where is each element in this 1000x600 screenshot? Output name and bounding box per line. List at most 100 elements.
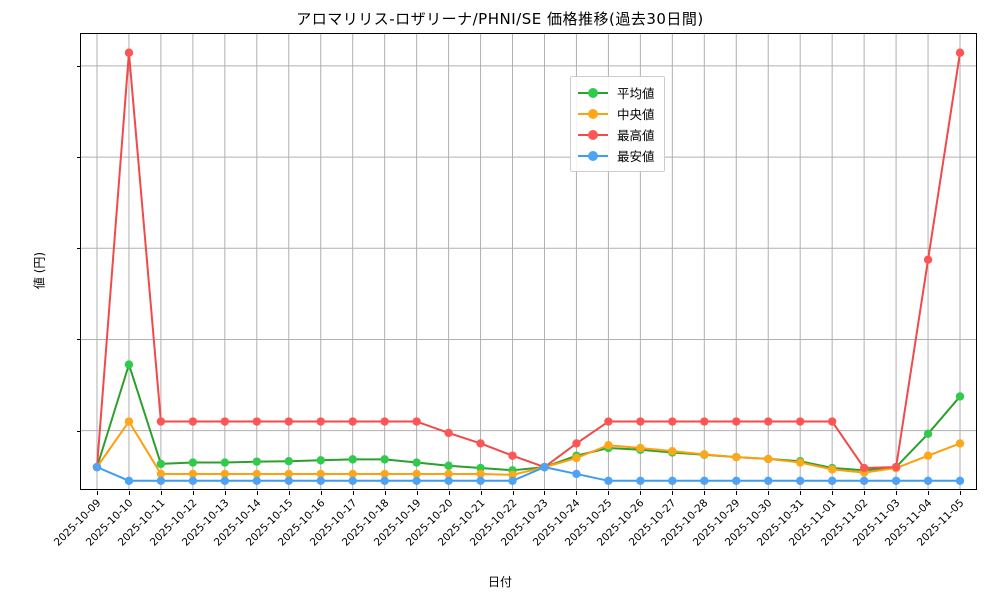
x-tick-mark <box>192 491 194 495</box>
legend-item[interactable]: 最安値 <box>578 145 655 166</box>
series-marker <box>827 476 837 485</box>
series-marker <box>604 476 613 485</box>
x-axis-label: 日付 <box>487 575 512 589</box>
plot-area: 値 (円) 40060080010001200 2025-10-092025-1… <box>33 33 977 549</box>
legend-dot-icon <box>588 87 598 98</box>
series-marker <box>827 417 837 426</box>
series-marker <box>764 476 773 485</box>
series-marker <box>859 463 869 473</box>
series-marker <box>380 417 389 426</box>
series-marker <box>636 417 645 426</box>
x-tick-mark <box>896 491 898 495</box>
series-marker <box>220 469 230 479</box>
series-marker <box>923 255 933 264</box>
series-marker <box>923 429 933 439</box>
series-marker <box>316 417 325 426</box>
series-marker <box>252 457 262 466</box>
x-tick-mark <box>384 491 386 495</box>
grid-lines <box>81 34 976 489</box>
series-marker <box>284 469 293 479</box>
legend-item[interactable]: 中央値 <box>578 103 655 124</box>
series-marker <box>316 469 325 479</box>
series-marker <box>124 476 134 485</box>
series-marker <box>188 458 198 467</box>
x-tick-mark <box>704 491 706 495</box>
series-marker <box>923 476 933 485</box>
legend-swatch-icon <box>578 129 608 141</box>
series-marker <box>348 476 357 485</box>
chart-title: アロマリリス-ロザリーナ/PHNI/SE 価格推移(過去30日間) <box>296 10 704 28</box>
legend-item[interactable]: 平均値 <box>578 82 655 103</box>
series-marker <box>700 476 709 485</box>
series-marker <box>156 469 166 479</box>
series-marker <box>124 360 134 369</box>
series-marker <box>700 450 709 459</box>
y-tick-mark <box>77 339 81 341</box>
chart-legend: 平均値中央値最高値最安値 <box>570 76 665 172</box>
series-marker <box>604 441 613 450</box>
series-marker <box>348 417 357 426</box>
series-line <box>95 363 962 472</box>
y-tick-mark <box>77 157 81 159</box>
series-marker <box>348 455 357 464</box>
series-marker <box>508 476 517 485</box>
series-marker <box>891 476 901 485</box>
series-marker <box>764 454 773 464</box>
series-marker <box>124 417 134 426</box>
series-marker <box>668 446 677 456</box>
legend-dot-icon <box>588 129 598 140</box>
series-marker <box>636 476 645 485</box>
legend-label: 最安値 <box>617 149 655 164</box>
series-marker <box>92 462 102 472</box>
x-tick-mark <box>608 491 610 495</box>
series-marker <box>604 417 613 426</box>
x-tick-mark <box>672 491 674 495</box>
y-tick-mark <box>77 430 81 432</box>
series-marker <box>412 458 421 467</box>
x-tick-mark <box>416 491 418 495</box>
series-marker <box>795 417 805 426</box>
series-marker <box>380 455 389 464</box>
series-marker <box>444 469 453 479</box>
legend-item[interactable]: 最高値 <box>578 124 655 145</box>
series-marker <box>444 428 453 438</box>
series-marker <box>252 469 262 479</box>
x-tick-mark <box>576 491 578 495</box>
series-marker <box>700 417 709 426</box>
series-marker <box>764 417 773 426</box>
legend-label: 平均値 <box>617 86 655 101</box>
legend-swatch-icon <box>578 108 608 120</box>
x-tick-mark <box>640 491 642 495</box>
series-marker <box>252 417 262 426</box>
y-tick-mark <box>77 248 81 250</box>
legend-swatch-icon <box>578 150 608 162</box>
x-tick-mark <box>160 491 162 495</box>
series-marker <box>124 48 134 57</box>
series-marker <box>955 392 965 401</box>
x-tick-mark <box>544 491 546 495</box>
x-tick-mark <box>224 491 226 495</box>
series-marker <box>316 456 325 465</box>
x-tick-mark <box>960 491 962 495</box>
x-tick-mark <box>928 491 930 495</box>
series-marker <box>220 417 230 426</box>
series-marker <box>380 476 389 485</box>
series-marker <box>188 417 198 426</box>
series-marker <box>380 469 389 479</box>
legend-label: 中央値 <box>617 107 655 122</box>
series-marker <box>156 417 166 426</box>
x-tick-mark <box>512 491 514 495</box>
y-axis-label: 値 (円) <box>32 251 47 290</box>
x-tick-mark <box>800 491 802 495</box>
x-tick-mark <box>832 491 834 495</box>
series-marker <box>508 451 517 460</box>
series-marker <box>668 476 677 485</box>
series-marker <box>284 456 293 466</box>
series-marker <box>156 476 166 485</box>
y-tick-mark <box>77 65 81 67</box>
x-tick-mark <box>768 491 770 495</box>
x-tick-mark <box>288 491 290 495</box>
series-marker <box>891 462 901 472</box>
series-marker <box>955 48 965 57</box>
